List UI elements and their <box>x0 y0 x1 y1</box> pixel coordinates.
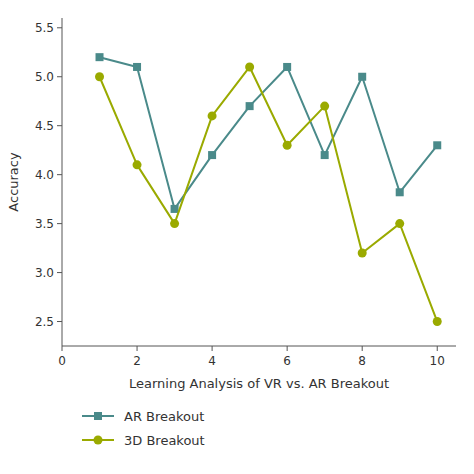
y-tick-label: 5.5 <box>35 21 54 35</box>
legend-label: 3D Breakout <box>124 433 205 448</box>
legend-marker <box>94 436 103 445</box>
y-axis-title: Accuracy <box>6 152 21 212</box>
y-tick-label: 2.5 <box>35 315 54 329</box>
point <box>208 151 216 159</box>
x-tick-label: 4 <box>208 354 216 368</box>
point <box>396 188 404 196</box>
y-tick <box>57 76 62 77</box>
x-tick <box>362 346 363 351</box>
x-tick-label: 6 <box>283 354 291 368</box>
x-tick <box>437 346 438 351</box>
series <box>96 53 442 213</box>
point <box>433 317 442 326</box>
x-tick-label: 8 <box>358 354 366 368</box>
point <box>245 62 254 71</box>
y-tick <box>57 125 62 126</box>
point <box>433 141 441 149</box>
y-tick-label: 4.5 <box>35 119 54 133</box>
point <box>133 160 142 169</box>
legend: AR Breakout 3D Breakout <box>82 409 205 448</box>
legend-marker <box>94 412 102 420</box>
point <box>321 151 329 159</box>
point <box>95 72 104 81</box>
y-tick <box>57 27 62 28</box>
point <box>133 63 141 71</box>
x-tick-label: 2 <box>133 354 141 368</box>
x-tick <box>212 346 213 351</box>
series <box>95 62 442 326</box>
point <box>171 205 179 213</box>
point <box>283 63 291 71</box>
point <box>395 219 404 228</box>
point <box>283 141 292 150</box>
x-tick-label: 0 <box>58 354 66 368</box>
point <box>358 73 366 81</box>
y-tick <box>57 174 62 175</box>
point <box>246 102 254 110</box>
x-axis-line <box>62 346 456 347</box>
point <box>170 219 179 228</box>
legend-label: AR Breakout <box>124 409 204 424</box>
point <box>358 248 367 257</box>
y-tick <box>57 272 62 273</box>
x-tick-label: 10 <box>430 354 445 368</box>
x-axis-title: Learning Analysis of VR vs. AR Breakout <box>129 376 389 391</box>
x-tick <box>287 346 288 351</box>
y-tick-label: 5.0 <box>35 70 54 84</box>
axes: 0 2 4 6 8 10 2.5 3.0 3.5 4.0 4.5 5.0 5.5 <box>35 18 456 368</box>
x-tick <box>62 346 63 351</box>
point <box>208 111 217 120</box>
y-tick <box>57 223 62 224</box>
point <box>320 102 329 111</box>
line <box>100 67 438 322</box>
y-axis-line <box>62 18 63 346</box>
y-tick-label: 4.0 <box>35 168 54 182</box>
chart: 0 2 4 6 8 10 2.5 3.0 3.5 4.0 4.5 5.0 5.5 Learning Ana… <box>0 0 474 474</box>
y-tick-label: 3.0 <box>35 266 54 280</box>
plot-area <box>95 53 442 326</box>
point <box>96 53 104 61</box>
y-tick <box>57 321 62 322</box>
y-tick-label: 3.5 <box>35 217 54 231</box>
x-tick <box>137 346 138 351</box>
